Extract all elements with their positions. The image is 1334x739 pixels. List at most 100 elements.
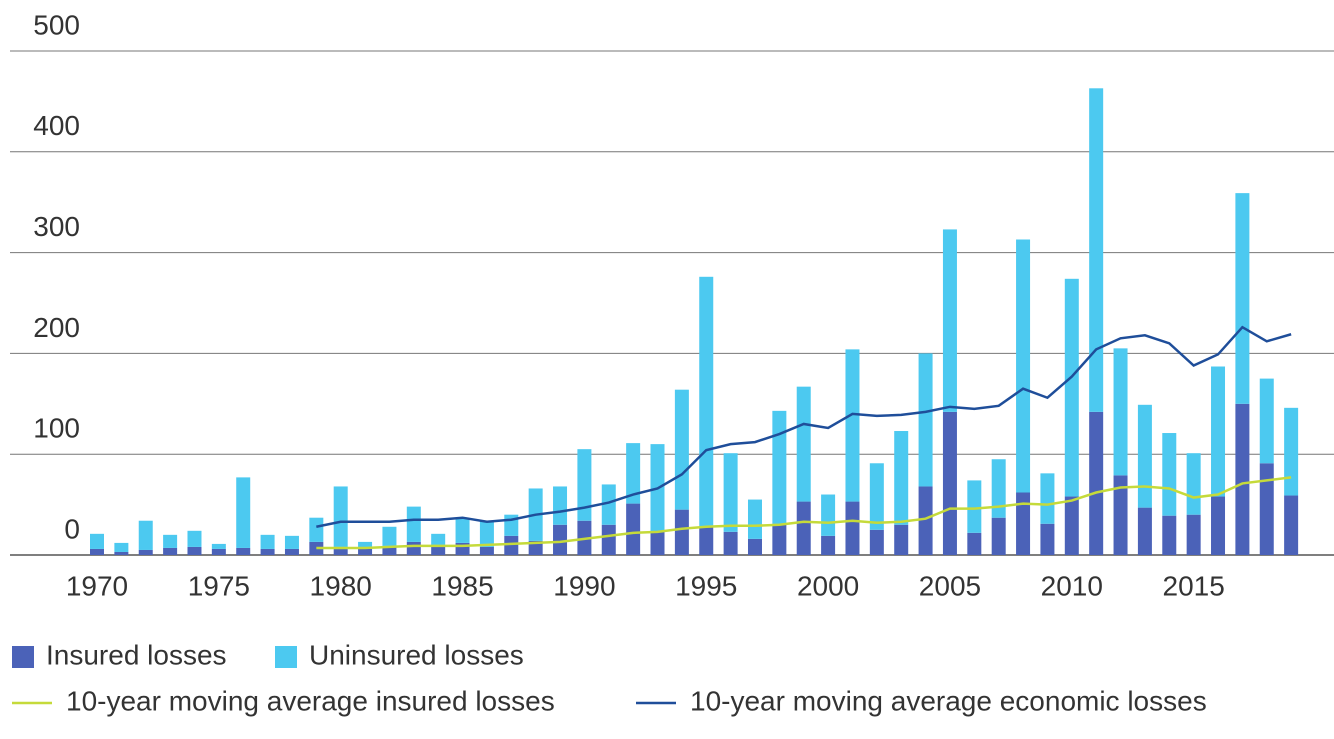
- bar-segment: [382, 545, 397, 555]
- bar-segment: [163, 534, 178, 548]
- x-tick-label: 1975: [188, 570, 250, 601]
- bar-segment: [211, 548, 226, 555]
- bar-segment: [211, 543, 226, 549]
- x-tick-label: 1995: [675, 570, 737, 601]
- x-tick-label: 1970: [66, 570, 128, 601]
- bar-segment: [1284, 495, 1299, 555]
- bar-segment: [772, 410, 787, 524]
- bar-segment: [114, 542, 129, 552]
- bar-segment: [1211, 366, 1226, 497]
- bar-segment: [723, 531, 738, 555]
- bar-segment: [455, 518, 470, 543]
- bar-segment: [967, 532, 982, 555]
- bar-segment: [504, 535, 519, 555]
- bar-segment: [431, 546, 446, 555]
- bar-segment: [747, 499, 762, 539]
- bar-segment: [991, 459, 1006, 518]
- bar-segment: [382, 526, 397, 546]
- bar-segment: [90, 548, 104, 555]
- bar-segment: [918, 353, 933, 487]
- bar-segment: [699, 276, 714, 527]
- y-tick-label: 200: [33, 312, 80, 343]
- bar-segment: [1235, 403, 1250, 555]
- bar-segment: [528, 540, 543, 555]
- x-tick-label: 1990: [553, 570, 615, 601]
- bar-segment: [869, 463, 884, 530]
- bar-segment: [723, 453, 738, 532]
- bar-segment: [894, 524, 909, 555]
- bar-segment: [626, 503, 641, 555]
- legend-label: 10-year moving average insured losses: [66, 685, 555, 716]
- bar-segment: [1064, 278, 1079, 497]
- bar-segment: [1064, 496, 1079, 555]
- bar-segment: [699, 526, 714, 555]
- bar-segment: [845, 501, 860, 555]
- bar-segment: [1113, 475, 1128, 555]
- bar-segment: [406, 541, 421, 555]
- bar-segment: [260, 534, 275, 549]
- bar-segment: [1016, 239, 1031, 493]
- bar-segment: [674, 509, 689, 555]
- bar-segment: [894, 431, 909, 525]
- bar-segment: [284, 535, 299, 549]
- bar-segment: [236, 477, 251, 548]
- bar-segment: [1137, 507, 1152, 555]
- bar-segment: [821, 535, 836, 555]
- bar-segment: [406, 506, 421, 542]
- legend-label: 10-year moving average economic losses: [690, 685, 1207, 716]
- bar-segment: [796, 386, 811, 502]
- bar-segment: [967, 480, 982, 533]
- y-tick-label: 0: [64, 513, 80, 544]
- bar-segment: [601, 484, 616, 525]
- bar-segment: [1211, 496, 1226, 555]
- bar-segment: [114, 551, 129, 555]
- bar-segment: [333, 486, 348, 547]
- bar-segment: [358, 548, 373, 555]
- bar-segment: [1259, 378, 1274, 464]
- bar-segment: [1089, 88, 1104, 412]
- bar-segment: [1186, 453, 1201, 515]
- bar-segment: [1259, 463, 1274, 555]
- bar-segment: [1016, 492, 1031, 555]
- bar-segment: [1113, 348, 1128, 476]
- y-tick-label: 500: [33, 9, 80, 40]
- x-tick-label: 2010: [1041, 570, 1103, 601]
- bar-segment: [358, 541, 373, 549]
- bar-segment: [601, 524, 616, 555]
- bar-segment: [650, 531, 665, 555]
- bar-segment: [991, 517, 1006, 555]
- legend-swatch: [275, 646, 297, 668]
- bar-segment: [431, 533, 446, 547]
- bar-segment: [90, 533, 104, 549]
- x-tick-label: 1985: [431, 570, 493, 601]
- legend-label: Uninsured losses: [309, 639, 524, 670]
- bar-segment: [772, 523, 787, 555]
- y-tick-label: 400: [33, 110, 80, 141]
- bar-segment: [674, 389, 689, 510]
- bar-segment: [869, 529, 884, 555]
- bar-segment: [1137, 404, 1152, 508]
- bar-segment: [1235, 193, 1250, 404]
- x-tick-label: 2000: [797, 570, 859, 601]
- legend-swatch: [12, 646, 34, 668]
- bar-segment: [260, 548, 275, 555]
- bar-segment: [1040, 473, 1055, 524]
- bar-segment: [187, 546, 202, 555]
- bar-segment: [333, 546, 348, 555]
- bar-segment: [187, 530, 202, 547]
- x-tick-label: 1980: [310, 570, 372, 601]
- bar-segment: [796, 501, 811, 555]
- bar-segment: [1162, 433, 1177, 516]
- x-tick-label: 2005: [919, 570, 981, 601]
- bar-segment: [942, 229, 957, 412]
- bar-segment: [626, 443, 641, 504]
- y-tick-label: 300: [33, 211, 80, 242]
- bar-segment: [1186, 514, 1201, 555]
- bar-segment: [747, 538, 762, 555]
- bar-segment: [845, 349, 860, 502]
- moving-average-line: [316, 476, 1292, 550]
- x-tick-label: 2015: [1163, 570, 1225, 601]
- bar-segment: [236, 547, 251, 555]
- bar-segment: [1162, 515, 1177, 555]
